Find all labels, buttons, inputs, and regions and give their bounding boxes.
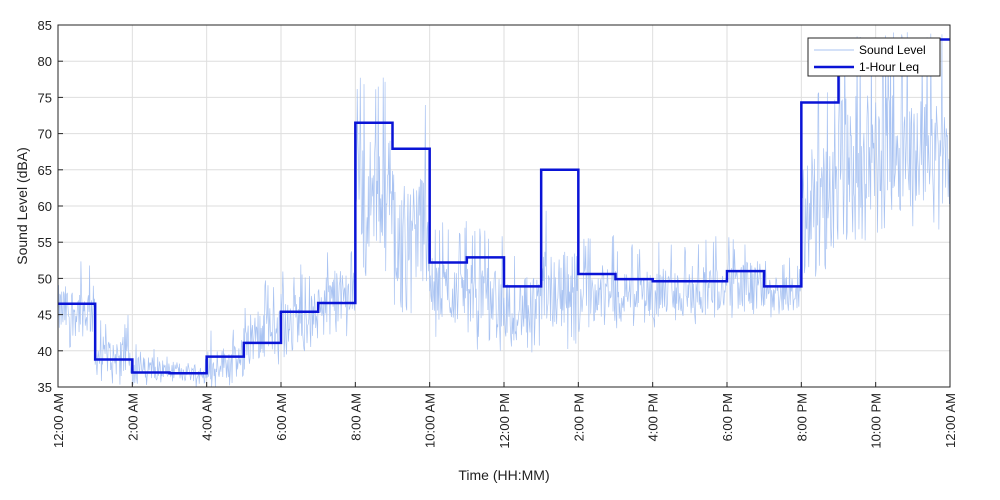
x-tick-label: 6:00 AM [274,393,289,441]
x-tick-label: 4:00 AM [200,393,215,441]
x-tick-label: 12:00 AM [943,393,958,448]
x-tick-label: 10:00 PM [869,393,884,449]
x-tick-label: 6:00 PM [720,393,735,441]
y-tick-label: 55 [38,235,52,250]
y-tick-label: 40 [38,344,52,359]
x-tick-label: 8:00 PM [794,393,809,441]
legend: Sound Level 1-Hour Leq [807,37,941,77]
legend-sound-level-label: Sound Level [859,43,926,57]
legend-leq-label: 1-Hour Leq [859,60,919,74]
leq-step-line [58,38,950,375]
y-tick-label: 70 [38,127,52,142]
y-axis-label: Sound Level (dBA) [14,147,30,265]
leq-series [58,38,950,375]
y-tick-label: 60 [38,199,52,214]
x-tick-label: 8:00 AM [348,393,363,441]
y-tick-label: 35 [38,380,52,395]
x-tick-label: 4:00 PM [646,393,661,441]
x-axis: 12:00 AM 2:00 AM 4:00 AM 6:00 AM 8:00 AM 10:0… [51,382,958,449]
x-tick-label: 12:00 AM [51,393,66,448]
x-axis-label: Time (HH:MM) [458,467,549,483]
x-tick-label: 2:00 AM [125,393,140,441]
x-tick-label: 10:00 AM [423,393,438,448]
x-tick-label: 12:00 PM [497,393,512,449]
y-tick-label: 85 [38,18,52,33]
y-tick-label: 45 [38,308,52,323]
y-axis: 35 40 45 50 55 60 65 70 75 80 85 [38,18,63,395]
y-tick-label: 80 [38,54,52,69]
y-tick-label: 50 [38,271,52,286]
legend-box [807,37,941,77]
y-tick-label: 75 [38,90,52,105]
y-tick-label: 65 [38,163,52,178]
x-tick-label: 2:00 PM [571,393,586,441]
